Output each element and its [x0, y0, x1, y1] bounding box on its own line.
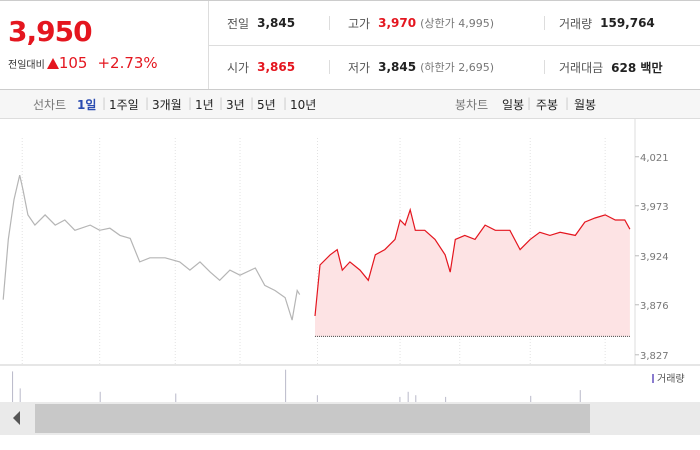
- stat-label: 거래대금: [559, 60, 604, 75]
- volume-bar: [175, 393, 177, 402]
- volume-legend-swatch: [652, 374, 654, 383]
- period-tab[interactable]: 5년: [257, 98, 276, 112]
- period-tab[interactable]: 1일: [77, 98, 97, 112]
- stats-row: 시가 3,865 저가 3,845 (하한가 2,695) 거래대금 628 백만: [209, 45, 700, 89]
- stats-row: 전일 3,845 고가 3,970 (상한가 4,995) 거래량 159,764: [209, 1, 700, 46]
- y-tick-label: 3,973: [640, 202, 669, 213]
- volume-bar: [415, 395, 417, 402]
- volume-bar: [316, 395, 318, 402]
- period-tab[interactable]: 10년: [290, 98, 317, 112]
- stat-cell: 저가 3,845 (하한가 2,695): [329, 60, 544, 75]
- up-arrow: [46, 57, 59, 69]
- price-box: 3,950 전일대비 105 +2.73%: [0, 1, 209, 89]
- volume-bar: [407, 391, 409, 402]
- chart-tabs: 선차트 1일 1주일 | 3개월 | 1년 | 3년 | 5년 | 10년 | 봉차트 일봉 주봉 | 월봉 |: [0, 90, 700, 119]
- tab-separator: |: [188, 96, 193, 110]
- period-tab[interactable]: 1주일: [109, 98, 139, 112]
- volume-bar: [579, 390, 581, 402]
- scrollbar[interactable]: [0, 402, 700, 435]
- stat-cell: 전일 3,845: [209, 15, 329, 32]
- tab-separator: |: [283, 96, 288, 110]
- stat-label: 시가: [227, 60, 250, 75]
- tab-group-label: 선차트: [33, 98, 67, 112]
- volume-bar: [399, 396, 401, 402]
- candle-tab[interactable]: 주봉: [536, 98, 559, 112]
- volume-bar: [285, 369, 287, 402]
- tab-separator: |: [145, 96, 150, 110]
- y-tick-label: 3,827: [640, 351, 669, 362]
- scrollbar-graphic: [13, 404, 590, 433]
- volume-bar: [19, 388, 21, 402]
- stat-value: 159,764: [600, 16, 655, 30]
- tab-separator: |: [219, 96, 224, 110]
- stat-value: 628 백만: [611, 60, 663, 75]
- change-label: 전일대비: [8, 59, 45, 71]
- stat-cell: 고가 3,970 (상한가 4,995): [329, 16, 544, 31]
- tab-group-label: 봉차트: [455, 98, 489, 112]
- stat-cell: 거래량 159,764: [544, 16, 700, 31]
- stat-value: 3,865: [257, 60, 296, 74]
- quote-header: 3,950 전일대비 105 +2.73% 전일 3,845 고가 3,970 (상한가…: [0, 0, 700, 90]
- period-tab[interactable]: 3개월: [152, 98, 182, 112]
- current-price: 3,950: [8, 15, 93, 48]
- volume-bar: [445, 396, 447, 402]
- chart: 3,827 3,876 3,924 3,973 4,021 거래량: [0, 118, 700, 402]
- tab-separator: |: [102, 96, 107, 110]
- stat-cell: 시가 3,865: [209, 59, 329, 76]
- change: 전일대비 105 +2.73%: [8, 54, 158, 72]
- stat-label: 고가: [348, 16, 371, 31]
- candle-tab[interactable]: 월봉: [574, 98, 597, 112]
- volume-legend: 거래량: [657, 373, 685, 385]
- y-tick-label: 3,876: [640, 301, 669, 312]
- y-tick-label: 3,924: [640, 252, 669, 263]
- tab-separator: |: [250, 96, 255, 110]
- tab-separator: |: [565, 96, 570, 110]
- stat-cell: 거래대금 628 백만: [544, 60, 700, 75]
- tab-separator: |: [527, 96, 532, 110]
- volume-bar: [12, 371, 14, 402]
- y-tick-label: 4,021: [640, 153, 669, 164]
- change-amount: 105: [58, 54, 88, 72]
- stat-value: 3,845: [257, 16, 296, 30]
- candle-tab[interactable]: 일봉: [502, 98, 525, 112]
- volume-bar: [530, 395, 532, 402]
- period-tab[interactable]: 3년: [226, 98, 245, 112]
- stat-value: 3,970: [378, 16, 417, 30]
- stat-note: (상한가 4,995): [420, 17, 494, 30]
- stat-label: 거래량: [559, 16, 593, 31]
- volume-bar: [99, 391, 101, 402]
- period-tab[interactable]: 1년: [195, 98, 214, 112]
- stat-label: 전일: [227, 16, 250, 31]
- stat-label: 저가: [348, 60, 371, 75]
- price-line: [2, 174, 301, 321]
- price-line: [314, 207, 631, 317]
- stat-note: (하한가 2,695): [420, 61, 494, 74]
- change-rate: +2.73%: [97, 54, 158, 72]
- stat-value: 3,845: [378, 60, 417, 74]
